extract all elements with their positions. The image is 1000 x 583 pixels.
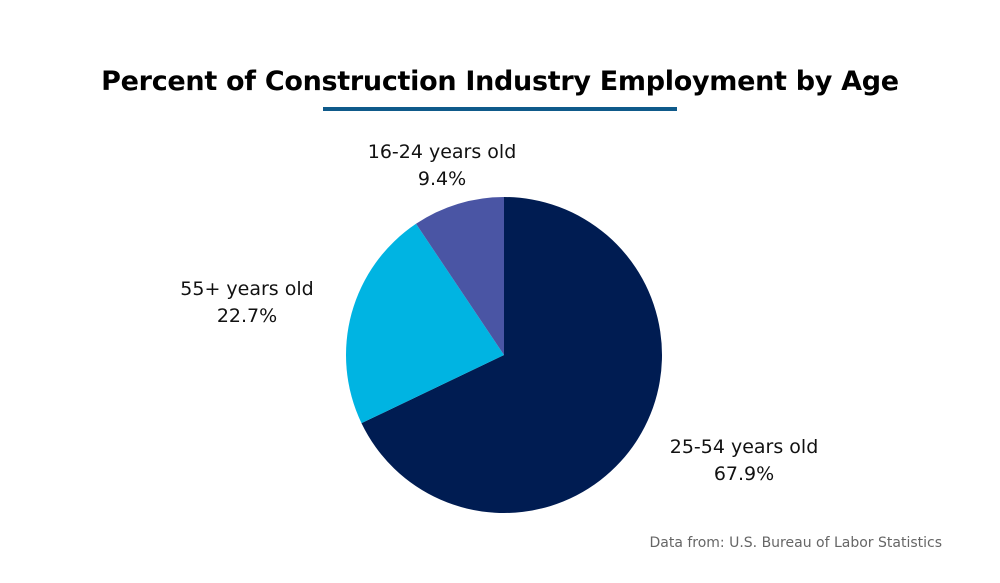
pie-slice-25-54-years-old	[361, 197, 662, 513]
slice-category: 55+ years old	[180, 278, 314, 300]
pie-slice-55-years-old	[346, 223, 504, 424]
chart-title: Percent of Construction Industry Employm…	[101, 66, 899, 97]
slice-category: 25-54 years old	[669, 436, 819, 458]
slice-label-55plus: 55+ years old 22.7%	[180, 276, 313, 330]
slice-value: 22.7%	[216, 305, 278, 327]
slice-label-25-54: 25-54 years old 67.9%	[670, 434, 819, 488]
source-note: Data from: U.S. Bureau of Labor Statisti…	[649, 535, 942, 551]
title-underline	[323, 107, 677, 111]
pie-slice-16-24-years-old	[416, 197, 504, 355]
slice-label-16-24: 16-24 years old 9.4%	[368, 139, 517, 193]
slice-category: 16-24 years old	[367, 141, 517, 163]
slice-value: 67.9%	[713, 463, 775, 485]
slice-value: 9.4%	[417, 168, 467, 190]
